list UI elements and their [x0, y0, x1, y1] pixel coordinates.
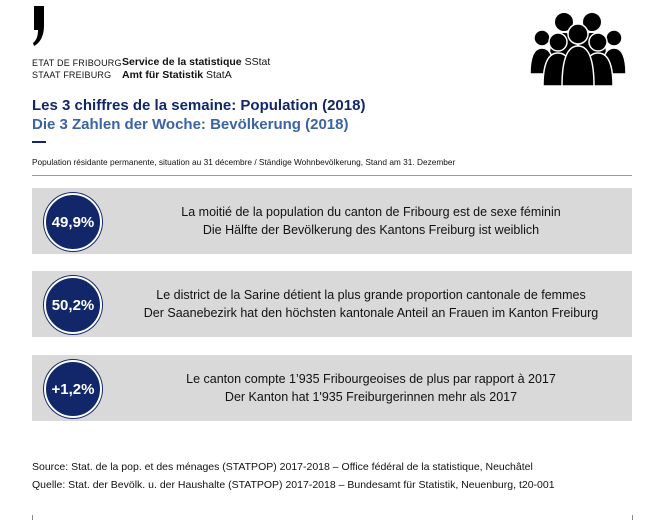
- page-title: Les 3 chiffres de la semaine: Population…: [32, 96, 365, 134]
- header-rule: [32, 175, 632, 176]
- subtitle: Population résidante permanente, situati…: [32, 157, 456, 167]
- people-group-icon: [529, 13, 627, 87]
- fact-value-badge: 49,9%: [44, 193, 102, 251]
- fact-card: +1,2% Le canton compte 1’935 Fribourgeoi…: [32, 355, 632, 421]
- fact-text: Le district de la Sarine détient la plus…: [120, 271, 622, 337]
- fact-value-badge: 50,2%: [44, 276, 102, 334]
- fact-text-fr: Le district de la Sarine détient la plus…: [156, 288, 586, 302]
- fact-text: Le canton compte 1’935 Fribourgeoises de…: [120, 355, 622, 421]
- service-name-de: Amt für Statistik StatA: [122, 69, 270, 82]
- fact-value-badge: +1,2%: [44, 360, 102, 418]
- fact-text-fr: Le canton compte 1’935 Fribourgeoises de…: [186, 372, 556, 386]
- org-service-name: Service de la statistique SStat Amt für …: [122, 56, 270, 82]
- fact-card: 50,2% Le district de la Sarine détient l…: [32, 271, 632, 337]
- org-name-de: STAAT FREIBURG: [32, 70, 112, 80]
- fact-text-de: Der Kanton hat 1'935 Freiburgerinnen meh…: [224, 390, 518, 404]
- crop-mark: [632, 515, 633, 520]
- service-name-de-text: Amt für Statistik: [122, 69, 204, 81]
- org-name-left: ETAT DE FRIBOURG STAAT FREIBURG: [32, 57, 122, 81]
- title-de: Die 3 Zahlen der Woche: Bevölkerung (201…: [32, 116, 349, 133]
- crop-mark: [32, 515, 33, 520]
- title-divider: [32, 141, 46, 143]
- service-name-fr-text: Service de la statistique: [122, 56, 242, 68]
- source-fr: Source: Stat. de la pop. et des ménages …: [32, 461, 533, 473]
- org-name-fr: ETAT DE FRIBOURG: [32, 58, 122, 68]
- fact-card: 49,9% La moitié de la population du cant…: [32, 188, 632, 254]
- canton-logo-icon: [33, 6, 44, 46]
- fact-text-de: Der Saanebezirk hat den höchsten kantona…: [143, 306, 599, 320]
- source-de: Quelle: Stat. der Bevölk. u. der Haushal…: [32, 479, 555, 491]
- source-note: Source: Stat. de la pop. et des ménages …: [32, 458, 555, 494]
- fact-text-de: Die Hälfte der Bevölkerung des Kantons F…: [202, 223, 540, 237]
- title-fr: Les 3 chiffres de la semaine: Population…: [32, 97, 366, 114]
- fact-text-fr: La moitié de la population du canton de …: [181, 205, 561, 219]
- service-abbr-de: StatA: [206, 69, 232, 81]
- fact-text: La moitié de la population du canton de …: [120, 188, 622, 254]
- service-abbr-fr: SStat: [244, 56, 271, 68]
- service-name-fr: Service de la statistique SStat: [122, 56, 270, 69]
